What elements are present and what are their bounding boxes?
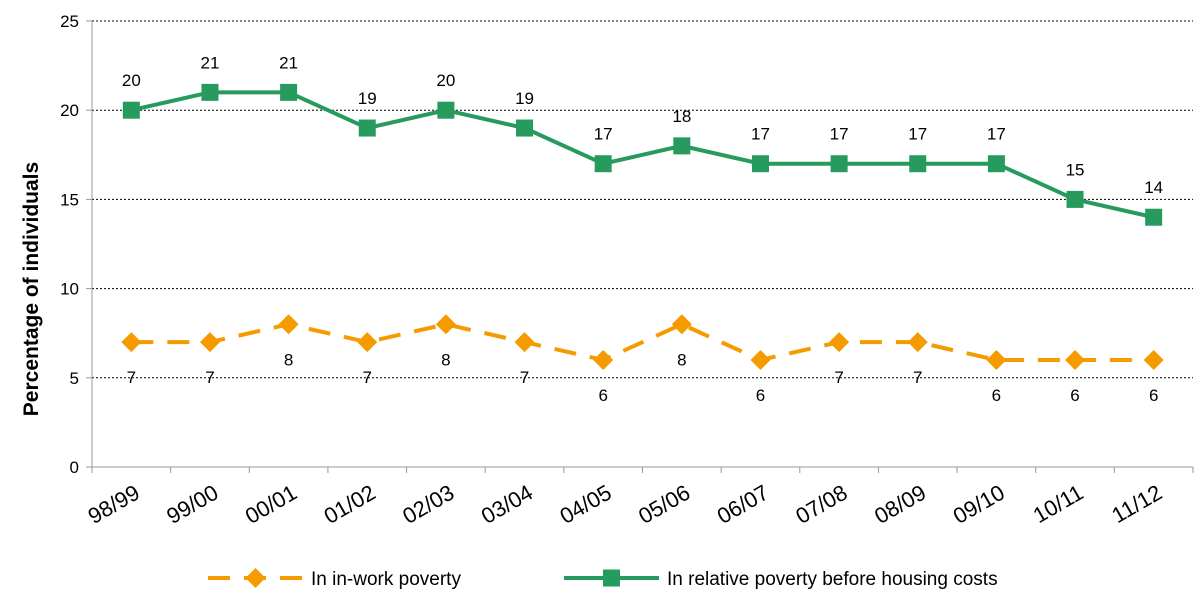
marker-diamond-3 [357, 332, 378, 353]
x-tick-label-5: 03/04 [477, 480, 537, 529]
legend-marker-diamond [245, 568, 266, 588]
data-label-0-7: 8 [677, 350, 686, 369]
data-label-1-9: 17 [830, 125, 849, 144]
marker-square-5 [516, 119, 534, 137]
x-tick-label-13: 11/12 [1107, 480, 1166, 528]
data-label-0-2: 8 [284, 350, 293, 369]
x-tick-label-11: 09/10 [949, 480, 1009, 529]
data-label-1-13: 14 [1144, 178, 1163, 197]
data-label-0-11: 6 [992, 386, 1001, 405]
marker-square-0 [122, 101, 140, 119]
x-tick-label-12: 10/11 [1029, 480, 1088, 528]
y-tick-label-5: 5 [70, 369, 79, 388]
data-label-1-12: 15 [1066, 160, 1085, 179]
marker-square-4 [437, 101, 455, 119]
data-label-0-3: 7 [363, 368, 372, 387]
marker-diamond-8 [750, 349, 771, 370]
y-axis-label: Percentage of individuals [20, 162, 43, 416]
legend: In in-work poverty In relative poverty be… [208, 568, 998, 590]
data-labels: 7 7 8 7 8 7 6 8 6 7 7 6 6 6 20 21 21 19 20 19 17 18 17 17 17 17 15… [122, 53, 1163, 405]
x-tick-label-1: 99/00 [162, 480, 222, 529]
marker-diamond-9 [829, 332, 850, 353]
marker-square-12 [1066, 190, 1084, 208]
data-label-0-5: 7 [520, 368, 529, 387]
series-line-1 [130, 90, 1155, 220]
marker-square-3 [358, 119, 376, 137]
x-tick-label-9: 07/08 [791, 480, 851, 529]
data-label-1-4: 20 [436, 71, 455, 90]
marker-diamond-1 [199, 332, 220, 353]
x-tick-labels: 98/99 99/00 00/01 01/02 02/03 03/04 04/05 05/06… [84, 480, 1167, 529]
marker-square-10 [909, 155, 927, 173]
marker-square-13 [1145, 208, 1163, 226]
y-tick-label-0: 0 [70, 458, 79, 477]
data-label-1-8: 17 [751, 125, 770, 144]
data-label-1-11: 17 [987, 125, 1006, 144]
marker-square-8 [751, 155, 769, 173]
data-label-1-2: 21 [279, 53, 298, 72]
data-label-0-6: 6 [598, 386, 607, 405]
data-label-1-3: 19 [358, 89, 377, 108]
data-label-1-5: 19 [515, 89, 534, 108]
x-tick-label-8: 06/07 [713, 480, 773, 529]
marker-diamond-12 [1065, 349, 1086, 370]
series-line-0 [131, 322, 1154, 362]
series-layer [121, 83, 1164, 370]
x-tick-label-7: 05/06 [634, 480, 694, 529]
marker-square-11 [987, 155, 1005, 173]
gridlines [92, 20, 1193, 379]
x-tick-label-4: 02/03 [398, 480, 458, 529]
marker-diamond-11 [986, 349, 1007, 370]
marker-diamond-5 [514, 332, 535, 353]
y-tick-label-10: 10 [60, 280, 79, 299]
marker-square-7 [673, 137, 691, 155]
marker-diamond-0 [121, 332, 142, 353]
x-tick-label-10: 08/09 [870, 480, 930, 529]
data-label-0-12: 6 [1070, 386, 1079, 405]
marker-diamond-10 [907, 332, 928, 353]
marker-square-6 [594, 155, 612, 173]
marker-square-1 [201, 83, 219, 101]
legend-marker-square [603, 569, 620, 587]
data-label-1-6: 17 [594, 125, 613, 144]
data-label-1-0: 20 [122, 71, 141, 90]
data-label-0-10: 7 [913, 368, 922, 387]
marker-diamond-6 [593, 349, 614, 370]
data-label-0-8: 6 [756, 386, 765, 405]
marker-diamond-2 [278, 314, 299, 335]
marker-diamond-4 [435, 314, 456, 335]
x-tick-label-3: 01/02 [320, 480, 380, 529]
y-tick-label-25: 25 [60, 12, 79, 31]
axes [86, 20, 1194, 473]
y-tick-label-20: 20 [60, 101, 79, 120]
data-label-1-10: 17 [908, 125, 927, 144]
data-label-0-0: 7 [127, 368, 136, 387]
y-tick-labels: 0 5 10 15 20 25 [60, 12, 79, 477]
y-tick-label-15: 15 [60, 190, 79, 209]
marker-square-9 [830, 155, 848, 173]
data-label-0-1: 7 [205, 368, 214, 387]
marker-square-2 [280, 83, 298, 101]
data-label-0-13: 6 [1149, 386, 1158, 405]
marker-diamond-7 [671, 314, 692, 335]
data-label-0-4: 8 [441, 350, 450, 369]
legend-label-0: In in-work poverty [311, 569, 461, 590]
x-tick-label-6: 04/05 [555, 480, 615, 529]
x-tick-label-2: 00/01 [241, 480, 301, 529]
data-label-1-7: 18 [672, 107, 691, 126]
x-tick-label-0: 98/99 [84, 480, 144, 529]
data-label-1-1: 21 [201, 53, 220, 72]
legend-label-1: In relative poverty before housing costs [667, 569, 998, 590]
data-label-0-9: 7 [834, 368, 843, 387]
marker-diamond-13 [1143, 349, 1164, 370]
